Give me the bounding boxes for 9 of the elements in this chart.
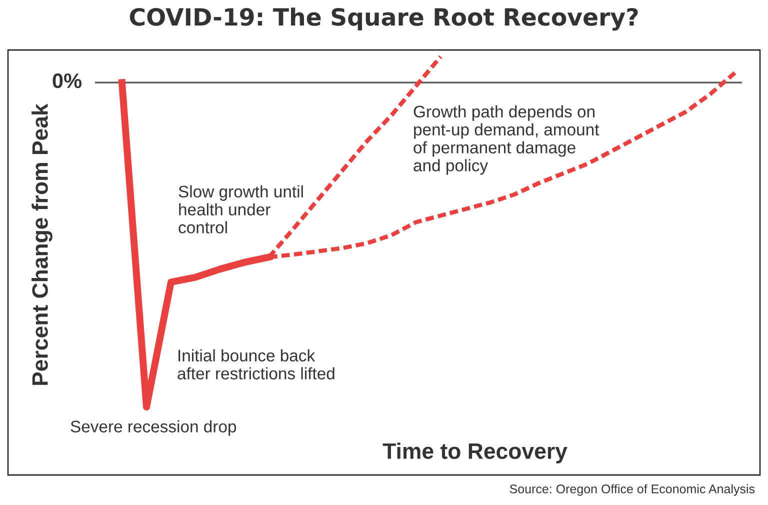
source-note: Source: Oregon Office of Economic Analysis — [510, 484, 755, 496]
y-axis-title: Percent Change from Peak — [32, 104, 52, 385]
ref-line-label: 0% — [52, 73, 82, 88]
annotation: Initial bounce back after restrictions lifted — [178, 349, 334, 380]
annotation: Slow growth until health under control — [178, 185, 303, 234]
chart-title: COVID-19: The Square Root Recovery? — [130, 8, 638, 31]
text: Severe recession drop — [70, 420, 236, 436]
annotation: Growth path depends on pent-up demand, amount of permanent damage and policy — [414, 105, 600, 175]
x-axis-title: Time to Recovery — [382, 442, 568, 464]
